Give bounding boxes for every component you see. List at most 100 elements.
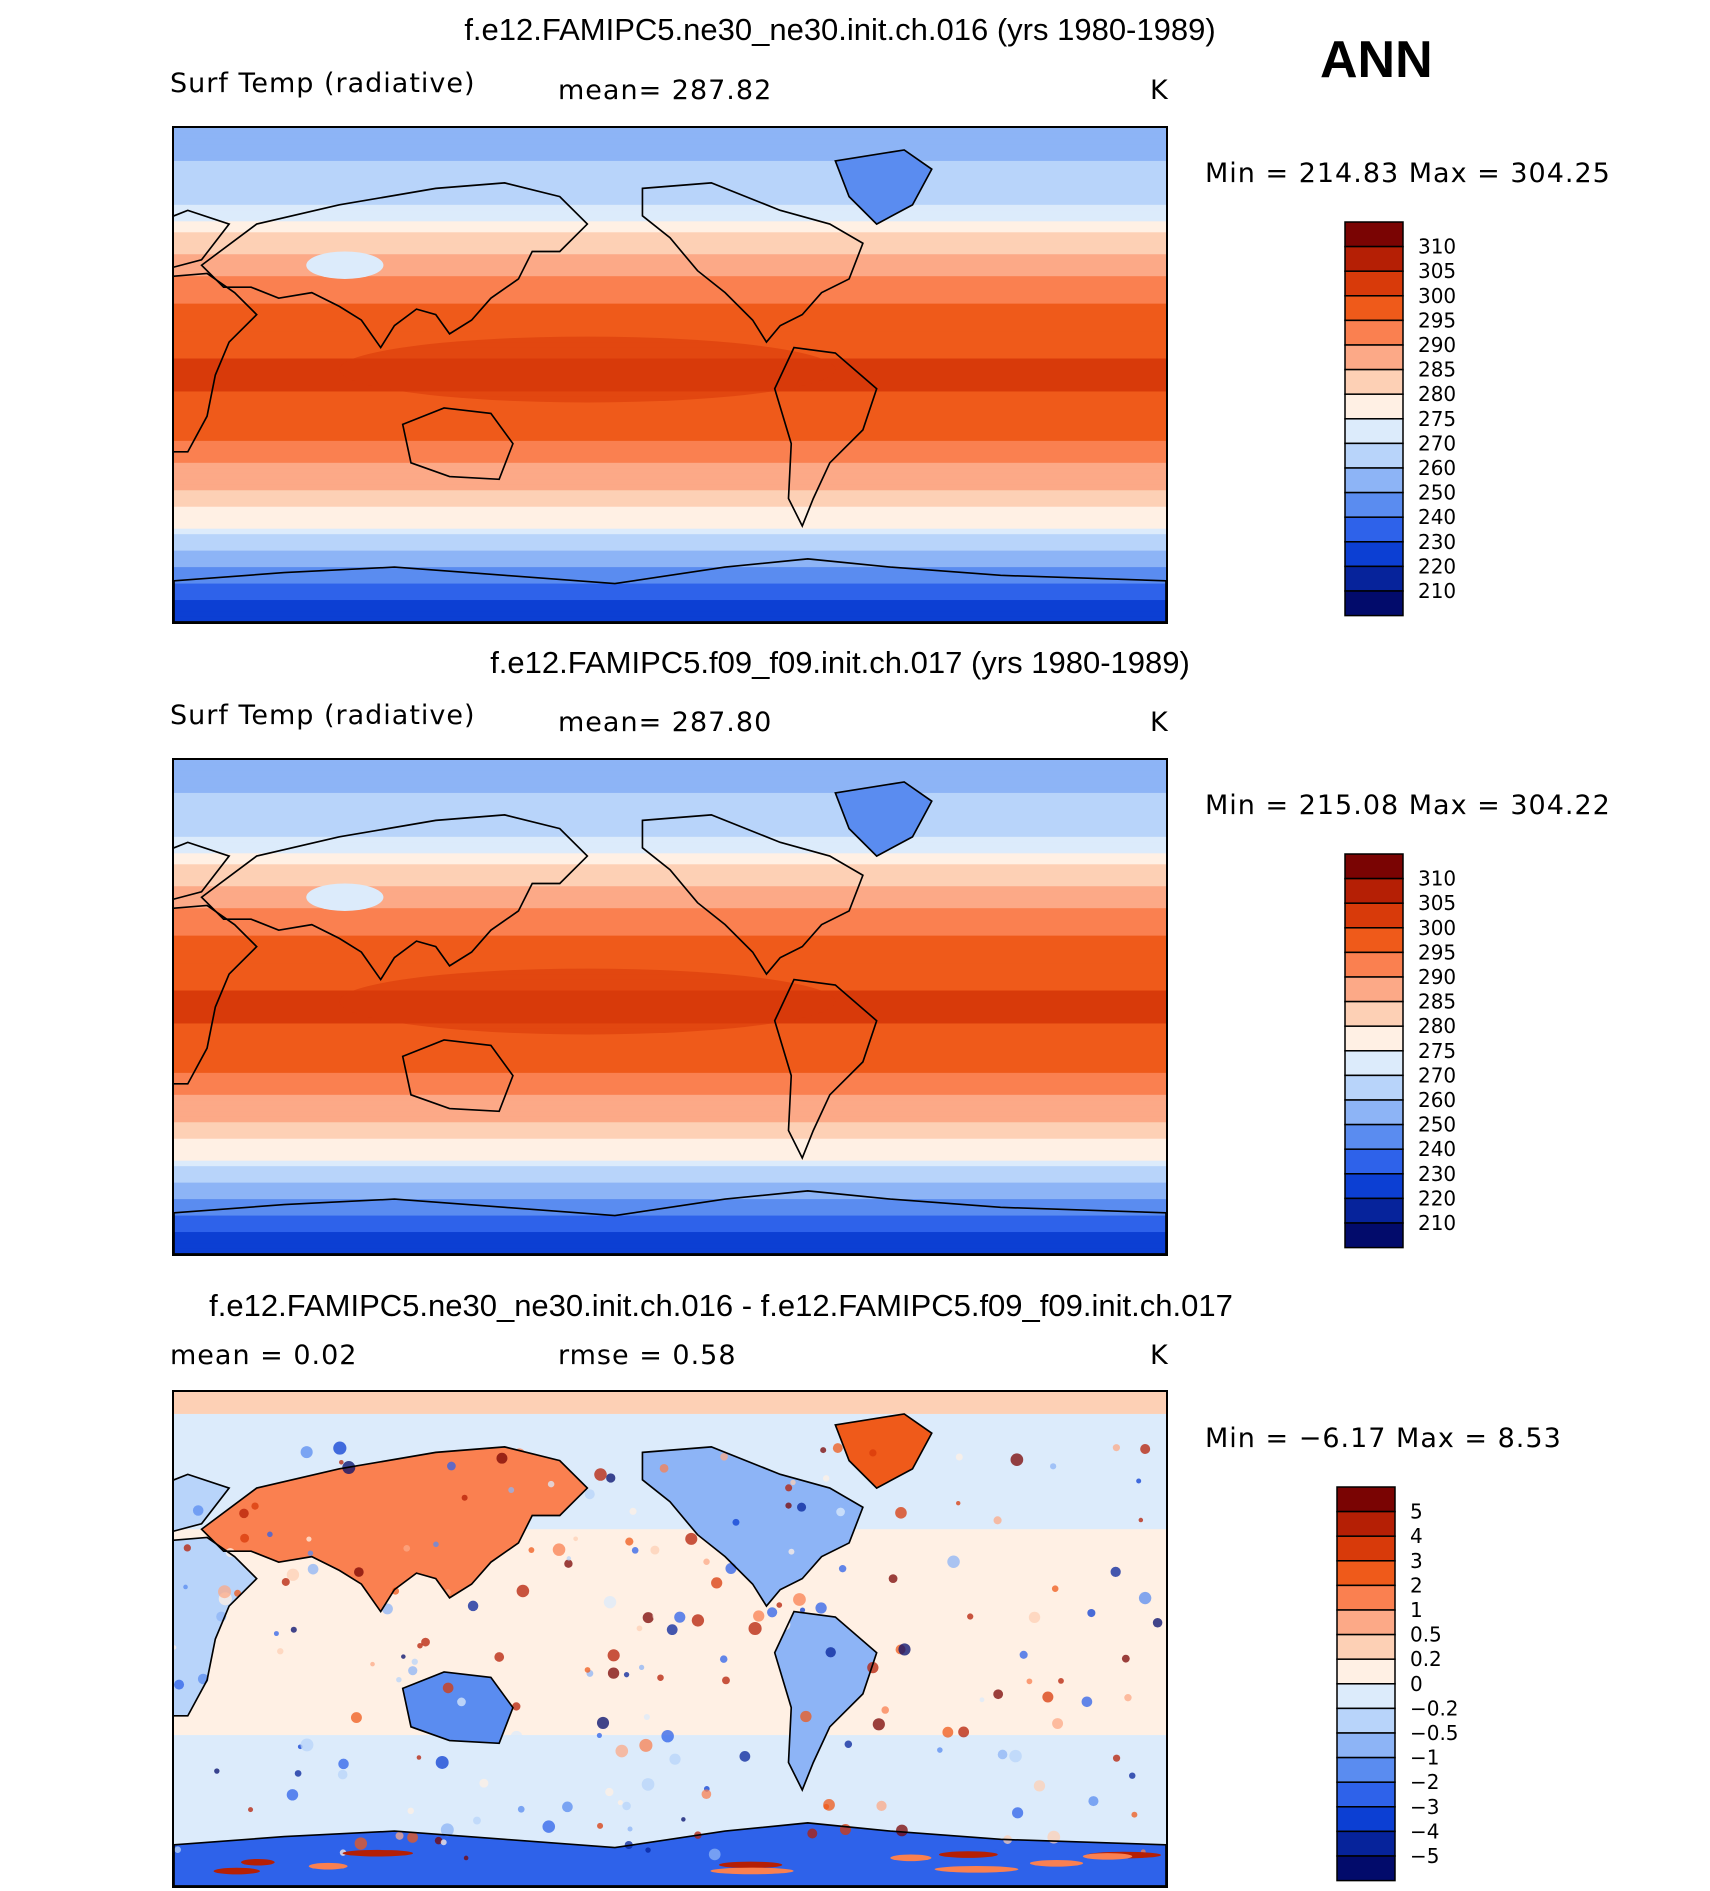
difference-speckle bbox=[997, 1749, 1008, 1760]
temperature-band bbox=[174, 1144, 1166, 1151]
difference-speckle bbox=[594, 1468, 607, 1481]
difference-speckle bbox=[597, 1822, 604, 1829]
difference-speckle bbox=[391, 1587, 400, 1595]
difference-speckle bbox=[776, 1602, 783, 1608]
difference-speckle bbox=[174, 1645, 177, 1650]
colorbar-tick-label: 250 bbox=[1418, 1113, 1456, 1137]
difference-speckle bbox=[666, 1624, 678, 1636]
temperature-band bbox=[174, 578, 1166, 585]
coastline-antarctica bbox=[174, 1822, 1166, 1886]
difference-speckle bbox=[838, 1564, 847, 1573]
colorbar-tick-label: 305 bbox=[1418, 891, 1456, 915]
temperature-band bbox=[174, 237, 1166, 245]
colorbar-tick-label: −0.2 bbox=[1410, 1696, 1459, 1720]
difference-speckle bbox=[720, 1453, 728, 1461]
colorbar-box bbox=[1344, 295, 1404, 322]
colorbar-tick-label: 0.2 bbox=[1410, 1647, 1442, 1671]
colorbar-tick-label: 4 bbox=[1410, 1524, 1423, 1548]
temperature-band bbox=[174, 512, 1166, 519]
coastline-africa bbox=[174, 1536, 258, 1717]
difference-speckle bbox=[1136, 1478, 1142, 1484]
temperature-band bbox=[174, 490, 1166, 497]
temperature-band bbox=[174, 171, 1166, 179]
temperature-band bbox=[174, 1237, 1166, 1244]
difference-speckle bbox=[350, 1712, 362, 1724]
temperature-band bbox=[174, 539, 1166, 546]
coastline-asia bbox=[200, 814, 589, 982]
temperature-band bbox=[174, 457, 1166, 464]
colorbar-tick-label: 240 bbox=[1418, 505, 1456, 529]
temperature-band bbox=[174, 1050, 1166, 1058]
difference-speckle bbox=[988, 1748, 999, 1758]
colorbar-box bbox=[1344, 368, 1404, 395]
warm-pool-region bbox=[339, 336, 836, 403]
difference-speckle bbox=[629, 1507, 637, 1515]
temperature-band bbox=[174, 1155, 1166, 1162]
difference-speckle bbox=[1131, 1811, 1138, 1818]
panel1-mean-label: mean= 287.82 bbox=[558, 75, 773, 106]
difference-antarctic-streak bbox=[938, 1851, 998, 1858]
temperature-band bbox=[174, 831, 1166, 838]
difference-speckle bbox=[657, 1674, 664, 1682]
difference-speckle bbox=[407, 1807, 414, 1815]
difference-speckle bbox=[1138, 1517, 1144, 1523]
colorbar-tick-label: 300 bbox=[1418, 916, 1456, 940]
colorbar-tick-label: 3 bbox=[1410, 1549, 1423, 1573]
colorbar-tick-label: 250 bbox=[1418, 481, 1456, 505]
colorbar-tick-label: 280 bbox=[1418, 1014, 1456, 1038]
temperature-band bbox=[174, 325, 1166, 332]
difference-speckle bbox=[881, 1706, 890, 1714]
difference-speckle bbox=[767, 1607, 778, 1618]
temperature-band bbox=[174, 935, 1166, 942]
difference-speckle bbox=[807, 1828, 818, 1839]
difference-speckle bbox=[566, 1556, 572, 1561]
colorbar-box bbox=[1344, 442, 1404, 469]
colorbar-box bbox=[1344, 853, 1404, 880]
panel2-min-max: Min = 215.08 Max = 304.22 bbox=[1205, 790, 1611, 821]
colorbar-tick-label: 260 bbox=[1418, 1088, 1456, 1112]
difference-land-greenland bbox=[835, 1413, 932, 1489]
difference-speckle bbox=[562, 1801, 573, 1813]
difference-speckle bbox=[732, 1518, 740, 1526]
temperature-band bbox=[174, 594, 1166, 601]
temperature-band bbox=[174, 462, 1166, 470]
temperature-band bbox=[174, 435, 1166, 442]
difference-speckle bbox=[1110, 1566, 1121, 1577]
temperature-band bbox=[174, 1111, 1166, 1118]
difference-speckle bbox=[467, 1600, 479, 1612]
difference-speckle bbox=[528, 1547, 535, 1553]
temperature-band bbox=[174, 781, 1166, 789]
difference-speckle bbox=[1117, 1576, 1126, 1586]
difference-antarctic-streak bbox=[710, 1867, 794, 1875]
difference-speckle bbox=[825, 1647, 836, 1658]
difference-speckle bbox=[411, 1658, 418, 1665]
temperature-band bbox=[174, 1127, 1166, 1135]
difference-speckle bbox=[642, 1612, 654, 1624]
difference-speckle bbox=[333, 1441, 347, 1455]
temperature-band bbox=[174, 484, 1166, 492]
colorbar-box bbox=[1336, 1683, 1396, 1710]
colorbar-box bbox=[1344, 927, 1404, 954]
temperature-band bbox=[174, 495, 1166, 503]
temperature-band bbox=[174, 1067, 1166, 1074]
difference-speckle bbox=[584, 1667, 591, 1673]
difference-speckle bbox=[596, 1732, 602, 1738]
temperature-band bbox=[174, 611, 1166, 618]
difference-speckle bbox=[596, 1716, 610, 1729]
temperature-band bbox=[174, 792, 1166, 800]
temperature-band bbox=[174, 188, 1166, 195]
colorbar-box bbox=[1336, 1658, 1396, 1685]
panel3-min-max: Min = −6.17 Max = 8.53 bbox=[1205, 1423, 1562, 1454]
colorbar-tick-label: 240 bbox=[1418, 1137, 1456, 1161]
colorbar-tick-label: 230 bbox=[1418, 1162, 1456, 1186]
difference-speckle bbox=[174, 1679, 185, 1690]
difference-speckle bbox=[753, 1610, 765, 1622]
difference-speckle bbox=[815, 1602, 827, 1614]
difference-speckle bbox=[1140, 1444, 1151, 1455]
difference-speckle bbox=[820, 1447, 827, 1454]
temperature-band bbox=[174, 440, 1166, 448]
temperature-band bbox=[174, 825, 1166, 833]
difference-speckle bbox=[435, 1756, 449, 1769]
colorbar-tick-label: 220 bbox=[1418, 554, 1456, 578]
difference-antarctic-streak bbox=[241, 1858, 275, 1866]
